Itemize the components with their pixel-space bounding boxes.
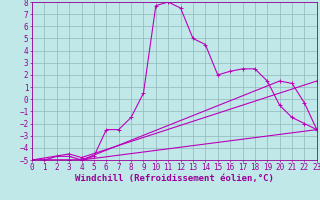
X-axis label: Windchill (Refroidissement éolien,°C): Windchill (Refroidissement éolien,°C) <box>75 174 274 183</box>
